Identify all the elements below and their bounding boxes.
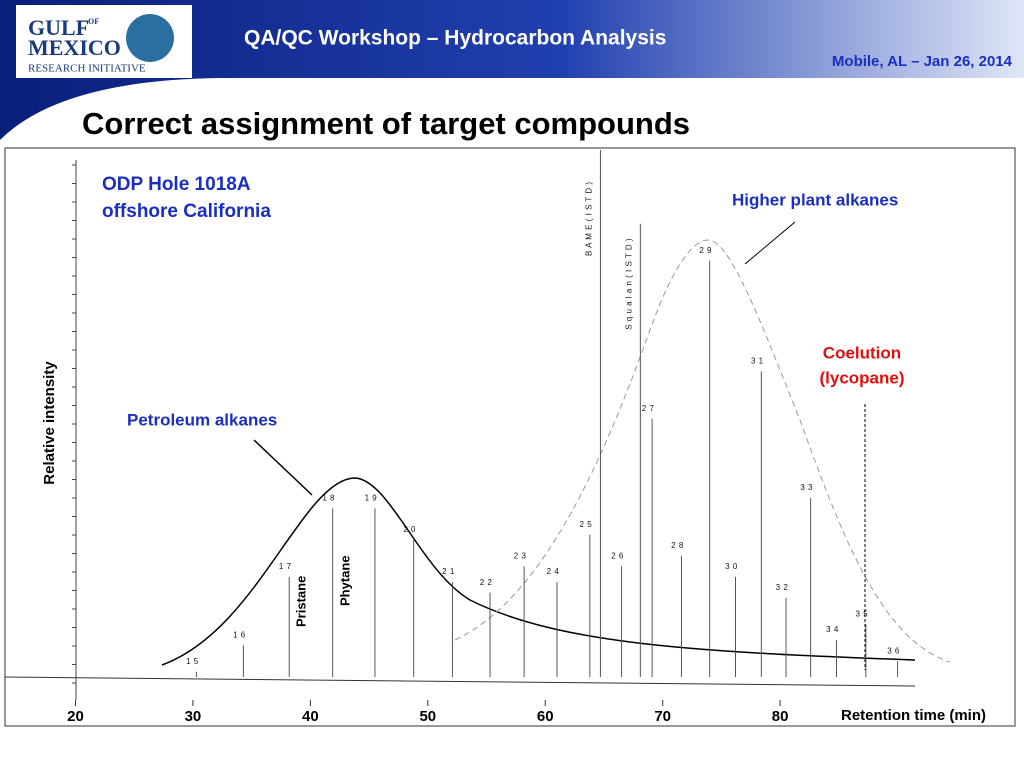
x-tick-label: 40 — [302, 708, 319, 725]
plant-envelope — [454, 239, 951, 663]
annotation: Higher plant alkanes — [732, 190, 898, 209]
baseline — [4, 676, 916, 687]
peak-label: 2 9 — [699, 246, 712, 255]
y-axis-label: Relative intensity — [41, 361, 58, 485]
peak-label: 2 3 — [514, 551, 527, 560]
compound-label: Pristane — [293, 576, 308, 627]
x-axis-label: Retention time (min) — [841, 707, 986, 724]
peak-label: 2 8 — [671, 541, 684, 550]
compound-label: Phytane — [337, 555, 352, 606]
peak-label: 3 6 — [887, 646, 900, 655]
pointer-line — [253, 439, 313, 496]
peak-label: 3 5 — [856, 609, 869, 618]
annotation: Coelution — [823, 343, 901, 362]
logo-text: MEXICO — [28, 35, 121, 60]
x-tick-label: 70 — [654, 708, 671, 725]
sample-label: ODP Hole 1018A — [102, 174, 251, 195]
peak-label: 3 2 — [776, 583, 789, 592]
peak-label: 3 4 — [826, 625, 839, 634]
petroleum-hump — [161, 477, 916, 666]
peak-label: 2 0 — [403, 525, 416, 534]
logo-text: RESEARCH INITIATIVE — [28, 63, 146, 75]
x-tick-label: 60 — [537, 708, 554, 725]
annotation: Petroleum alkanes — [127, 410, 277, 429]
pointer-line — [744, 221, 796, 265]
peak-label: 2 6 — [611, 551, 624, 560]
x-tick-label: 80 — [772, 708, 789, 725]
logo-globe — [126, 14, 174, 62]
peak-label: 1 6 — [233, 630, 246, 639]
sample-label: offshore California — [102, 201, 271, 222]
peak-label: 2 1 — [442, 567, 455, 576]
header-band — [0, 0, 1024, 140]
peak-label: 3 3 — [800, 483, 813, 492]
peak-label: 1 8 — [322, 493, 335, 502]
peak-label: S q u a l a n ( I S T D ) — [624, 238, 633, 330]
x-tick-label: 20 — [67, 708, 84, 725]
logo-text: GULF — [28, 15, 89, 40]
peak-label: 3 0 — [725, 562, 738, 571]
chart-frame — [4, 147, 1016, 727]
peak-label: 2 7 — [642, 404, 655, 413]
peak-label: 2 2 — [480, 578, 493, 587]
peak-label: 2 5 — [580, 520, 593, 529]
peak-label: 1 5 — [186, 657, 199, 666]
peak-label: 3 1 — [751, 356, 764, 365]
slide-title: Correct assignment of target compounds — [82, 106, 690, 141]
peak-label: 2 4 — [547, 567, 560, 576]
x-tick-label: 30 — [185, 708, 202, 725]
logo-text: OF — [88, 17, 99, 26]
workshop-title: QA/QC Workshop – Hydrocarbon Analysis — [244, 27, 666, 50]
x-tick-label: 50 — [419, 708, 436, 725]
event-info: Mobile, AL – Jan 26, 2014 — [832, 53, 1013, 70]
peak-label: B A M E ( I S T D ) — [585, 181, 594, 256]
annotation: (lycopane) — [819, 368, 904, 387]
peak-label: 1 9 — [365, 493, 378, 502]
peak-label: 1 7 — [279, 562, 292, 571]
